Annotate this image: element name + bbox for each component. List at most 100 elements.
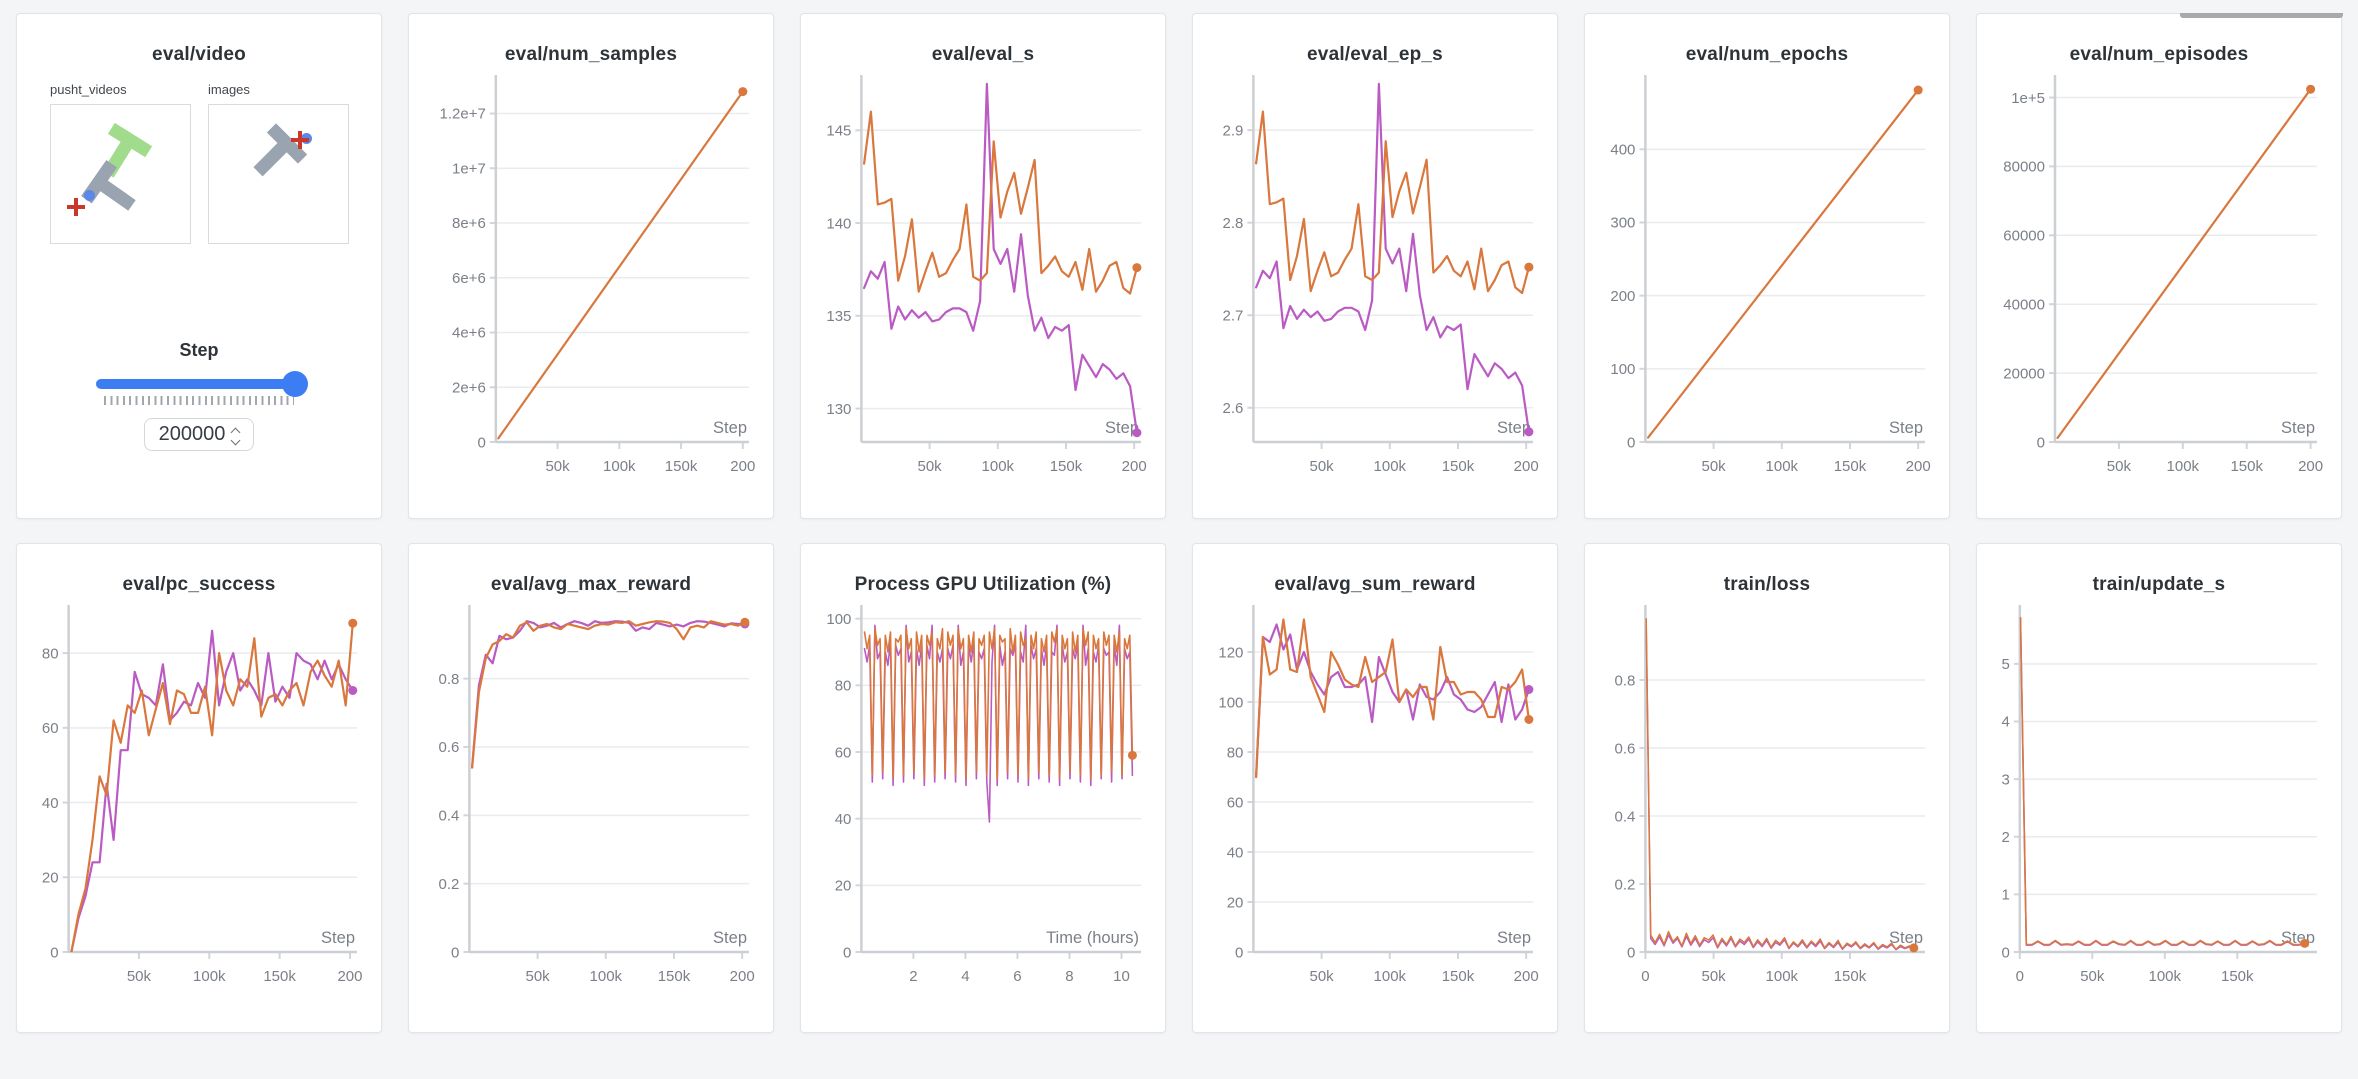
- svg-text:100k: 100k: [1766, 968, 1799, 985]
- media-label: images: [208, 82, 250, 97]
- svg-text:2: 2: [2001, 829, 2009, 846]
- step-control: Step 200000: [17, 340, 381, 451]
- svg-text:150k: 150k: [665, 458, 698, 475]
- svg-text:0: 0: [2016, 968, 2024, 985]
- svg-text:100k: 100k: [1374, 458, 1407, 475]
- svg-text:50k: 50k: [127, 968, 152, 985]
- svg-text:2.6: 2.6: [1223, 400, 1244, 417]
- svg-text:50k: 50k: [2107, 458, 2132, 475]
- svg-text:Step: Step: [713, 929, 747, 947]
- chart-canvas[interactable]: 130 135 140 145 50k 100k 150k 200 Step: [809, 70, 1157, 490]
- svg-text:Step: Step: [321, 929, 355, 947]
- svg-text:0: 0: [2037, 434, 2045, 451]
- panel-train-update-s[interactable]: train/update_s 0 1 2 3 4 5 0 50k 100k 150k Step: [1976, 543, 2342, 1033]
- step-input[interactable]: 200000: [144, 418, 254, 451]
- step-slider-label: Step: [179, 340, 219, 360]
- svg-text:120: 120: [1218, 644, 1243, 661]
- svg-text:135: 135: [826, 308, 851, 325]
- chart-title: eval/avg_sum_reward: [1274, 574, 1476, 595]
- svg-text:0: 0: [477, 434, 485, 451]
- panel-eval-avg-sum-reward[interactable]: eval/avg_sum_reward 0 20 40 60 80 100 120 50k 10…: [1192, 543, 1558, 1033]
- panel-eval-num-epochs[interactable]: eval/num_epochs 0 100 200 300 400 50k 100k 150k…: [1584, 13, 1950, 519]
- svg-text:50k: 50k: [2080, 968, 2105, 985]
- svg-text:60: 60: [1227, 794, 1244, 811]
- stepper-arrows[interactable]: [230, 425, 241, 446]
- chart-canvas[interactable]: 0 20 40 60 80 50k 100k 150k 200 Step: [25, 600, 373, 1000]
- svg-text:200: 200: [1514, 968, 1539, 985]
- svg-text:2e+6: 2e+6: [452, 379, 486, 396]
- svg-text:150k: 150k: [2221, 968, 2254, 985]
- chart-canvas[interactable]: 0 100 200 300 400 50k 100k 150k 200 Step: [1593, 70, 1941, 490]
- svg-text:200: 200: [1122, 458, 1147, 475]
- svg-text:0.4: 0.4: [439, 808, 460, 825]
- slider-tick-marks: [104, 396, 294, 405]
- panel-gpu-utilization[interactable]: Process GPU Utilization (%) 0 20 40 60 80 100…: [800, 543, 1166, 1033]
- panel-eval-num-samples[interactable]: eval/num_samples 0 2e+6 4e+6 6e+6 8e+6 1e+7 1.…: [408, 13, 774, 519]
- video-thumbnail-images[interactable]: [208, 104, 349, 244]
- chart-title: eval/avg_max_reward: [490, 574, 692, 595]
- svg-text:40: 40: [835, 811, 852, 828]
- svg-text:Step: Step: [1889, 929, 1923, 947]
- svg-text:0: 0: [2001, 944, 2009, 961]
- svg-text:60: 60: [42, 720, 59, 737]
- svg-text:130: 130: [826, 401, 851, 418]
- svg-text:200: 200: [337, 968, 362, 985]
- svg-text:40000: 40000: [2003, 296, 2045, 313]
- chart-canvas[interactable]: 0 2e+6 4e+6 6e+6 8e+6 1e+7 1.2e+7 50k 100k 150k 20…: [417, 70, 765, 490]
- svg-text:150k: 150k: [2230, 458, 2263, 475]
- svg-text:2: 2: [909, 968, 917, 985]
- chart-canvas[interactable]: 0 20 40 60 80 100 120 50k 100k 150k 200 Step: [1201, 600, 1549, 1000]
- svg-text:50k: 50k: [1310, 458, 1335, 475]
- svg-text:2.9: 2.9: [1223, 122, 1244, 139]
- svg-text:300: 300: [1610, 215, 1635, 232]
- step-slider[interactable]: [96, 371, 308, 397]
- svg-text:100k: 100k: [982, 458, 1015, 475]
- slider-handle[interactable]: [282, 371, 308, 397]
- slider-track[interactable]: [96, 379, 302, 389]
- panel-eval-eval-s[interactable]: eval/eval_s 130 135 140 145 50k 100k 150k 200 St…: [800, 13, 1166, 519]
- panel-eval-pc-success[interactable]: eval/pc_success 0 20 40 60 80 50k 100k 150k 200 S…: [16, 543, 382, 1033]
- svg-text:Step: Step: [1889, 419, 1923, 437]
- chart-canvas[interactable]: 0 20 40 60 80 100 2 4 6 8 10 Time (hours): [809, 600, 1157, 1000]
- svg-text:0: 0: [1641, 968, 1649, 985]
- video-thumbnail-pusht[interactable]: [50, 104, 191, 244]
- chart-canvas[interactable]: 0 0.2 0.4 0.6 0.8 0 50k 100k 150k Step: [1593, 600, 1941, 1000]
- svg-text:0.2: 0.2: [439, 876, 460, 893]
- svg-text:0.6: 0.6: [439, 739, 460, 756]
- svg-text:50k: 50k: [1702, 458, 1727, 475]
- svg-text:150k: 150k: [658, 968, 691, 985]
- svg-text:0: 0: [1627, 434, 1635, 451]
- svg-text:80: 80: [42, 645, 59, 662]
- scrollbar[interactable]: [2180, 13, 2343, 18]
- svg-text:Step: Step: [1497, 929, 1531, 947]
- svg-text:200: 200: [730, 458, 755, 475]
- svg-text:Time (hours): Time (hours): [1046, 929, 1139, 947]
- panel-train-loss[interactable]: train/loss 0 0.2 0.4 0.6 0.8 0 50k 100k 150k Step: [1584, 543, 1950, 1033]
- svg-text:6e+6: 6e+6: [452, 270, 486, 287]
- panel-eval-eval-ep-s[interactable]: eval/eval_ep_s 2.6 2.7 2.8 2.9 50k 100k 150k 20…: [1192, 13, 1558, 519]
- svg-text:100k: 100k: [1766, 458, 1799, 475]
- panel-eval-avg-max-reward[interactable]: eval/avg_max_reward 0 0.2 0.4 0.6 0.8 50k 100k…: [408, 543, 774, 1033]
- panel-eval-video[interactable]: eval/video pusht_videos images: [16, 13, 382, 519]
- svg-text:100: 100: [1218, 694, 1243, 711]
- chart-canvas[interactable]: 2.6 2.7 2.8 2.9 50k 100k 150k 200 Step: [1201, 70, 1549, 490]
- svg-text:40: 40: [42, 795, 59, 812]
- svg-text:20: 20: [1227, 894, 1244, 911]
- svg-text:1e+7: 1e+7: [452, 160, 486, 177]
- panel-eval-num-episodes[interactable]: eval/num_episodes 0 20000 40000 60000 80000 1…: [1976, 13, 2342, 519]
- chart-title: train/loss: [1723, 574, 1811, 595]
- svg-text:200: 200: [730, 968, 755, 985]
- svg-text:200: 200: [1514, 458, 1539, 475]
- panel-row-2: eval/pc_success 0 20 40 60 80 50k 100k 150k 200 S…: [16, 543, 2342, 1033]
- svg-text:0.4: 0.4: [1615, 808, 1636, 825]
- chart-title: eval/eval_s: [931, 44, 1035, 65]
- chevron-down-icon[interactable]: [230, 435, 241, 446]
- svg-text:60000: 60000: [2003, 228, 2045, 245]
- svg-text:150k: 150k: [1834, 968, 1867, 985]
- svg-text:3: 3: [2001, 771, 2009, 788]
- chart-canvas[interactable]: 0 0.2 0.4 0.6 0.8 50k 100k 150k 200 Step: [417, 600, 765, 1000]
- chart-canvas[interactable]: 0 20000 40000 60000 80000 1e+5 50k 100k 150k 200 S…: [1985, 70, 2333, 490]
- media-pusht-videos: pusht_videos: [50, 82, 191, 244]
- svg-text:5: 5: [2001, 656, 2009, 673]
